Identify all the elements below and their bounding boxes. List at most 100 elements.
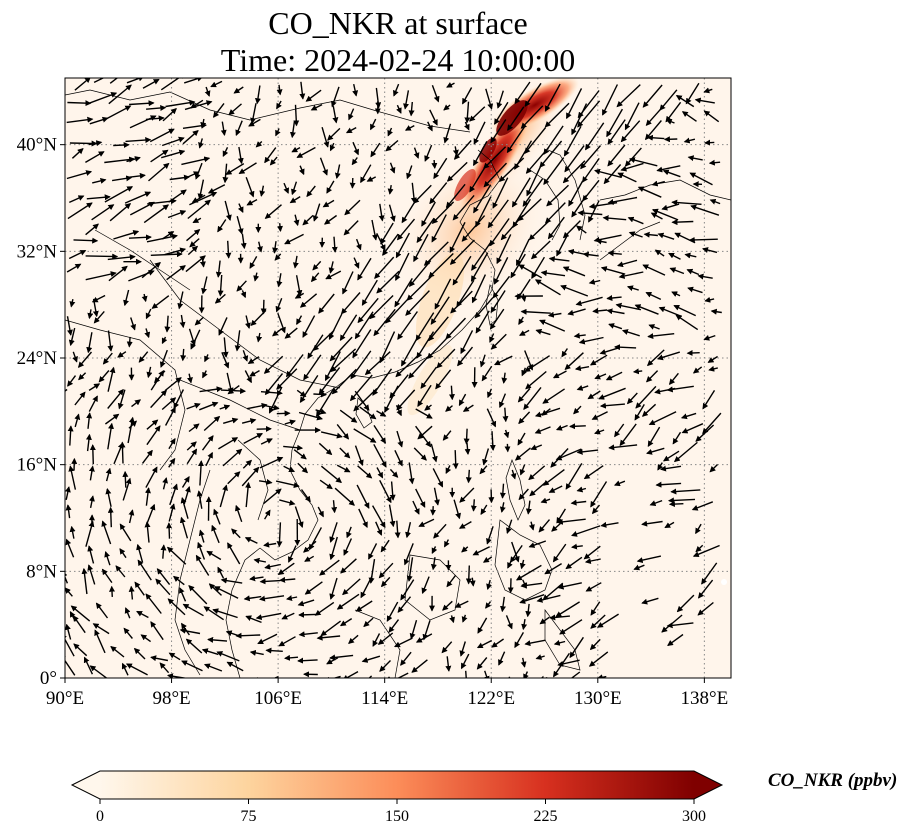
wind-arrow <box>430 443 438 463</box>
wind-arrow <box>179 627 201 635</box>
wind-arrow <box>340 292 361 315</box>
wind-arrow <box>148 162 170 182</box>
wind-arrow <box>475 196 492 228</box>
wind-arrow <box>665 118 675 125</box>
wind-vectors <box>65 78 722 684</box>
wind-arrow <box>254 85 261 105</box>
wind-arrow <box>299 293 318 308</box>
wind-arrow <box>709 198 721 205</box>
wind-arrow <box>433 487 440 506</box>
wind-arrow <box>646 447 665 455</box>
wind-arrow <box>344 199 361 216</box>
wind-arrow <box>461 87 473 105</box>
wind-arrow <box>85 271 117 281</box>
wind-arrow <box>685 82 700 105</box>
wind-arrow <box>286 354 304 378</box>
wind-arrow <box>161 149 186 159</box>
wind-arrow <box>474 297 494 319</box>
wind-arrow <box>648 324 660 330</box>
wind-arrow <box>197 541 206 560</box>
wind-arrow <box>300 489 311 503</box>
wind-arrow <box>686 268 700 276</box>
lon-tick-label: 138°E <box>681 688 729 709</box>
wind-arrow <box>119 548 127 559</box>
wind-arrow <box>540 497 551 504</box>
wind-arrow <box>695 424 715 442</box>
wind-arrow <box>408 101 415 117</box>
wind-arrow <box>286 595 298 601</box>
wind-arrow <box>388 619 400 633</box>
wind-arrow <box>651 208 679 221</box>
wind-arrow <box>400 579 415 601</box>
wind-arrow <box>708 159 721 166</box>
wind-arrow <box>328 261 335 274</box>
wind-arrow <box>268 680 283 684</box>
wind-arrow <box>539 319 566 332</box>
wind-arrow <box>511 177 531 208</box>
wind-arrow <box>332 105 339 124</box>
wind-arrow <box>697 601 714 616</box>
wind-arrow <box>346 526 352 539</box>
wind-arrow <box>518 316 525 325</box>
wind-arrow <box>613 480 626 487</box>
wind-arrow <box>703 110 720 123</box>
wind-arrow <box>518 488 529 501</box>
wind-arrow <box>298 611 320 618</box>
wind-arrow <box>697 579 714 599</box>
wind-arrow <box>122 470 129 488</box>
wind-arrow <box>680 412 697 420</box>
wind-arrow <box>126 336 133 348</box>
wind-arrow <box>646 134 665 141</box>
wind-arrow <box>450 290 473 314</box>
wind-arrow <box>396 389 416 411</box>
wind-arrow <box>588 651 609 667</box>
wind-arrow <box>668 252 681 260</box>
wind-arrow <box>528 219 551 241</box>
wind-arrow <box>146 366 153 379</box>
wind-arrow <box>517 388 531 403</box>
wind-arrow <box>275 480 300 489</box>
wind-arrow <box>276 410 291 417</box>
wind-arrow <box>628 231 643 238</box>
wind-arrow <box>297 599 315 607</box>
wind-arrow <box>565 463 583 490</box>
wind-arrow <box>494 355 513 366</box>
wind-arrow <box>626 285 639 292</box>
wind-arrow <box>528 540 547 548</box>
wind-arrow <box>227 385 240 395</box>
wind-arrow <box>257 633 278 645</box>
wind-arrow <box>687 155 703 162</box>
wind-arrow <box>697 273 713 280</box>
wind-arrow <box>394 520 401 539</box>
wind-arrow <box>283 444 304 451</box>
colorbar-extend-min <box>72 771 100 799</box>
wind-arrow <box>416 331 435 359</box>
wind-arrow <box>281 612 295 620</box>
wind-arrow <box>349 374 373 402</box>
wind-arrow <box>401 201 416 224</box>
colorbar-tick-label: 150 <box>385 808 409 825</box>
wind-arrow <box>552 370 567 379</box>
wind-arrow <box>298 165 305 176</box>
wind-arrow <box>671 219 694 226</box>
wind-arrow <box>389 468 399 478</box>
wind-arrow <box>129 201 155 216</box>
wind-arrow <box>562 160 586 184</box>
wind-arrow <box>66 170 93 180</box>
wind-arrow <box>107 330 114 352</box>
wind-arrow <box>198 138 204 149</box>
wind-arrow <box>493 256 509 285</box>
wind-arrow <box>315 408 327 415</box>
wind-arrow <box>211 524 220 544</box>
wind-arrow <box>264 563 281 570</box>
wind-arrow <box>525 370 547 390</box>
wind-arrow <box>617 259 638 268</box>
wind-arrow <box>378 562 394 579</box>
wind-arrow <box>284 327 298 339</box>
wind-arrow <box>323 675 341 678</box>
wind-arrow <box>88 92 118 104</box>
wind-arrow <box>368 558 376 584</box>
wind-arrow <box>379 331 396 364</box>
wind-arrow <box>263 488 282 505</box>
wind-arrow <box>107 366 116 392</box>
